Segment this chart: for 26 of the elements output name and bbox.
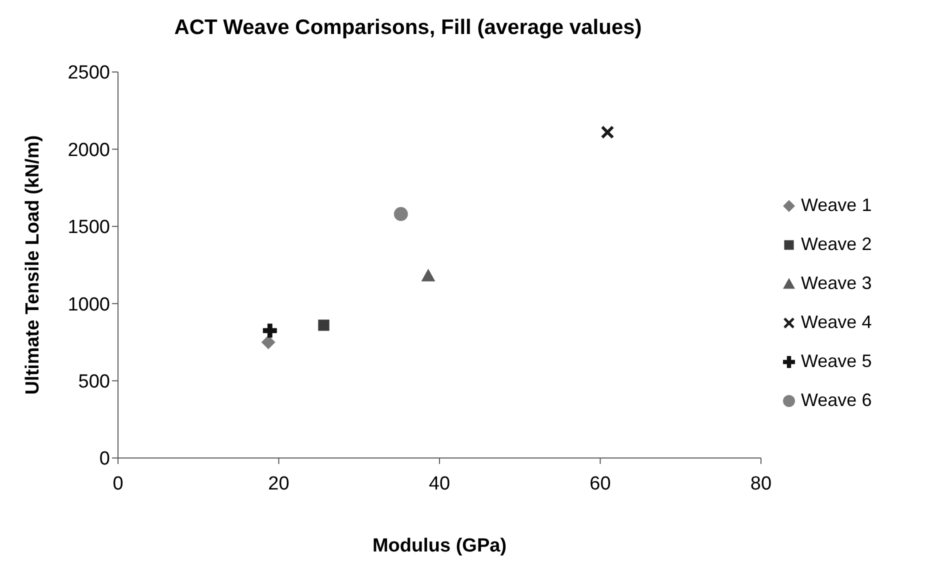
y-tick-label: 1000 — [68, 294, 110, 316]
legend-label: Weave 5 — [801, 351, 872, 372]
x-tick-label: 20 — [268, 473, 290, 494]
legend-label: Weave 6 — [801, 390, 872, 411]
point — [318, 320, 330, 331]
point — [601, 126, 614, 139]
y-tick-label: 500 — [78, 372, 110, 393]
point — [262, 324, 277, 338]
y-axis-title: Ultimate Tensile Load (kN/m) — [22, 135, 44, 395]
legend-label: Weave 2 — [801, 234, 872, 255]
legend-label: Weave 4 — [801, 312, 872, 333]
point — [261, 335, 276, 350]
y-tick-label: 1500 — [68, 217, 110, 238]
legend-label: Weave 3 — [801, 273, 872, 294]
x-axis-title: Modulus (GPa) — [372, 535, 507, 556]
point — [394, 207, 408, 222]
legend-label: Weave 1 — [801, 195, 872, 216]
x-tick-label: 40 — [428, 473, 450, 494]
x-tick-label: 80 — [750, 473, 772, 494]
x-tick-label: 0 — [112, 473, 124, 494]
y-tick-label: 0 — [99, 448, 110, 470]
x-tick-label: 60 — [590, 473, 611, 494]
y-tick-label: 2500 — [68, 62, 110, 84]
chart-title: ACT Weave Comparisons, Fill (average values) — [173, 15, 643, 41]
y-tick-label: 2000 — [68, 140, 110, 161]
point — [421, 268, 436, 282]
